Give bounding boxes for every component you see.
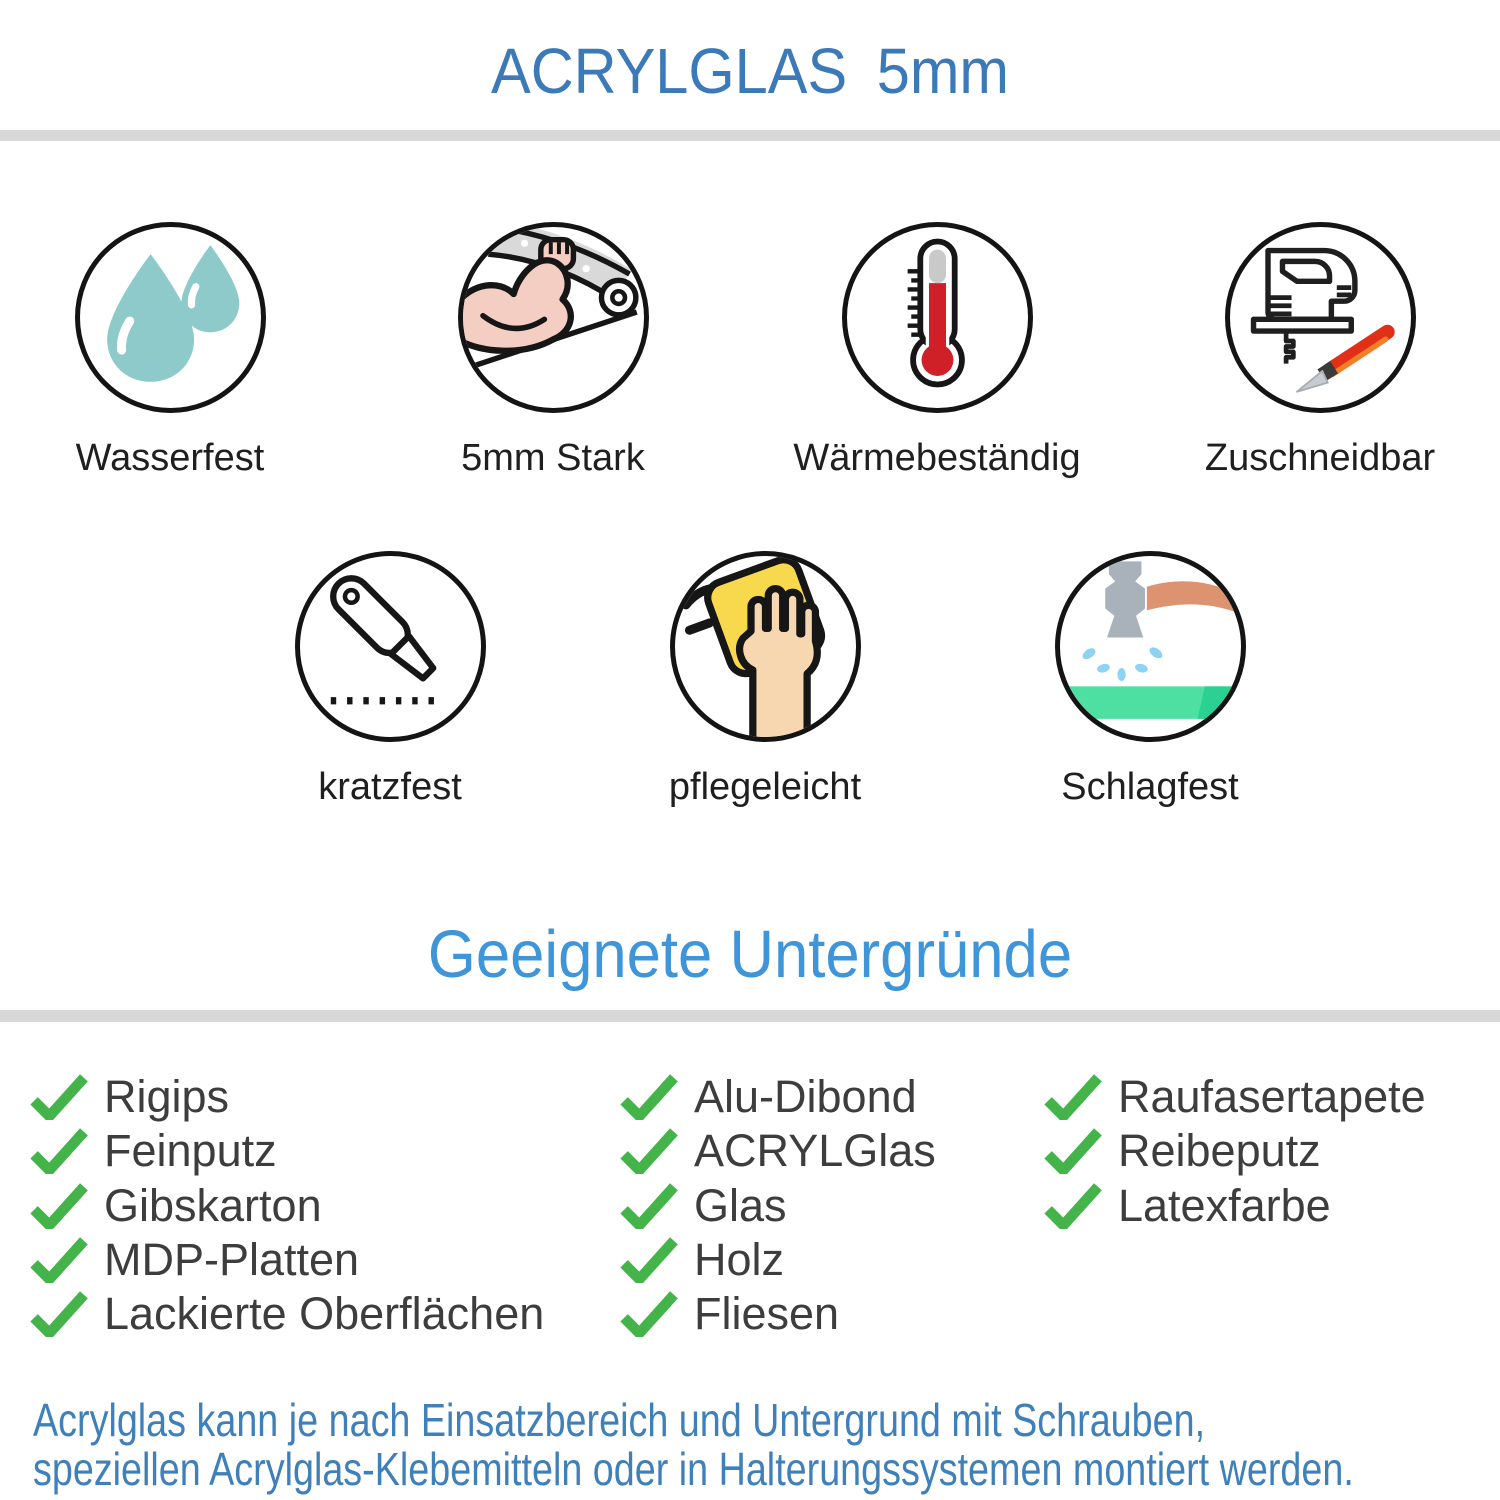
page-title: ACRYLGLAS 5mm bbox=[490, 35, 1010, 107]
checkmark-icon bbox=[30, 1183, 88, 1229]
substrate-item: Raufasertapete bbox=[1044, 1071, 1426, 1123]
substrate-label: Latexfarbe bbox=[1118, 1180, 1331, 1231]
checkmark-icon bbox=[620, 1074, 678, 1120]
mounting-note: Acrylglas kann je nach Einsatzbereich un… bbox=[33, 1396, 1500, 1494]
mounting-note-line1: Acrylglas kann je nach Einsatzbereich un… bbox=[33, 1394, 1206, 1446]
substrate-label: Raufasertapete bbox=[1118, 1071, 1426, 1122]
substrate-item: Lackierte Oberflächen bbox=[30, 1288, 544, 1340]
substrate-item: MDP-Platten bbox=[30, 1234, 359, 1286]
feature-schlagfest: Schlagfest bbox=[958, 551, 1342, 809]
feature-label: Schlagfest bbox=[1061, 766, 1239, 808]
feature-label: 5mm Stark bbox=[461, 437, 645, 479]
divider-bar-middle bbox=[0, 1010, 1500, 1022]
substrate-label: Fliesen bbox=[694, 1288, 840, 1339]
substrate-label: ACRYLGlas bbox=[694, 1125, 936, 1176]
feature-label: Wärmebeständig bbox=[793, 437, 1081, 479]
substrate-label: Feinputz bbox=[104, 1125, 277, 1176]
substrate-item: Latexfarbe bbox=[1044, 1180, 1331, 1232]
substrate-label: Rigips bbox=[104, 1071, 230, 1122]
substrate-item: Feinputz bbox=[30, 1125, 277, 1177]
utility-knife-icon bbox=[294, 551, 486, 742]
feature-kratzfest: kratzfest bbox=[198, 551, 582, 809]
checkmark-icon bbox=[30, 1237, 88, 1283]
divider-bar-top bbox=[0, 130, 1500, 141]
substrate-label: Gibskarton bbox=[104, 1180, 322, 1231]
checkmark-icon bbox=[30, 1291, 88, 1337]
checkmark-icon bbox=[30, 1074, 88, 1120]
substrate-item: ACRYLGlas bbox=[620, 1125, 936, 1177]
mounting-note-line2: speziellen Acrylglas-Klebemitteln oder i… bbox=[33, 1443, 1354, 1495]
feature-label: kratzfest bbox=[318, 766, 462, 808]
checkmark-icon bbox=[620, 1128, 678, 1174]
substrate-label: Glas bbox=[694, 1180, 787, 1231]
water-drops-icon bbox=[74, 222, 266, 413]
substrate-item: Alu-Dibond bbox=[620, 1071, 917, 1123]
substrate-label: Reibeputz bbox=[1118, 1125, 1321, 1176]
substrate-item: Holz bbox=[620, 1234, 784, 1286]
checkmark-icon bbox=[1044, 1128, 1102, 1174]
substrate-item: Gibskarton bbox=[30, 1180, 322, 1232]
substrate-label: Alu-Dibond bbox=[694, 1071, 917, 1122]
substrate-item: Rigips bbox=[30, 1071, 229, 1123]
jigsaw-cutter-icon bbox=[1224, 222, 1416, 413]
substrate-item: Reibeputz bbox=[1044, 1125, 1321, 1177]
hammer-icon bbox=[1054, 551, 1246, 742]
checkmark-icon bbox=[1044, 1183, 1102, 1229]
cleaning-hand-icon bbox=[669, 551, 861, 742]
substrate-label: Lackierte Oberflächen bbox=[104, 1288, 545, 1339]
checkmark-icon bbox=[1044, 1074, 1102, 1120]
feature-pflegeleicht: pflegeleicht bbox=[573, 551, 957, 809]
feature-label: Wasserfest bbox=[75, 437, 265, 479]
feature-wasserfest: Wasserfest bbox=[0, 222, 362, 480]
feature-5mm-stark: 5mm Stark bbox=[361, 222, 745, 480]
substrate-item: Glas bbox=[620, 1180, 787, 1232]
substrate-label: Holz bbox=[694, 1234, 785, 1285]
substrate-label: MDP-Platten bbox=[104, 1234, 360, 1285]
checkmark-icon bbox=[620, 1237, 678, 1283]
feature-label: Zuschneidbar bbox=[1204, 437, 1436, 479]
checkmark-icon bbox=[620, 1291, 678, 1337]
substrate-item: Fliesen bbox=[620, 1288, 839, 1340]
feature-waermebestaendig: Wärmebeständig bbox=[745, 222, 1129, 480]
checkmark-icon bbox=[620, 1183, 678, 1229]
muscle-arm-icon bbox=[457, 222, 649, 413]
section-title-untergruende: Geeignete Untergründe bbox=[427, 917, 1073, 992]
checkmark-icon bbox=[30, 1128, 88, 1174]
feature-label: pflegeleicht bbox=[668, 766, 862, 808]
thermometer-icon bbox=[841, 222, 1033, 413]
feature-zuschneidbar: Zuschneidbar bbox=[1128, 222, 1500, 480]
